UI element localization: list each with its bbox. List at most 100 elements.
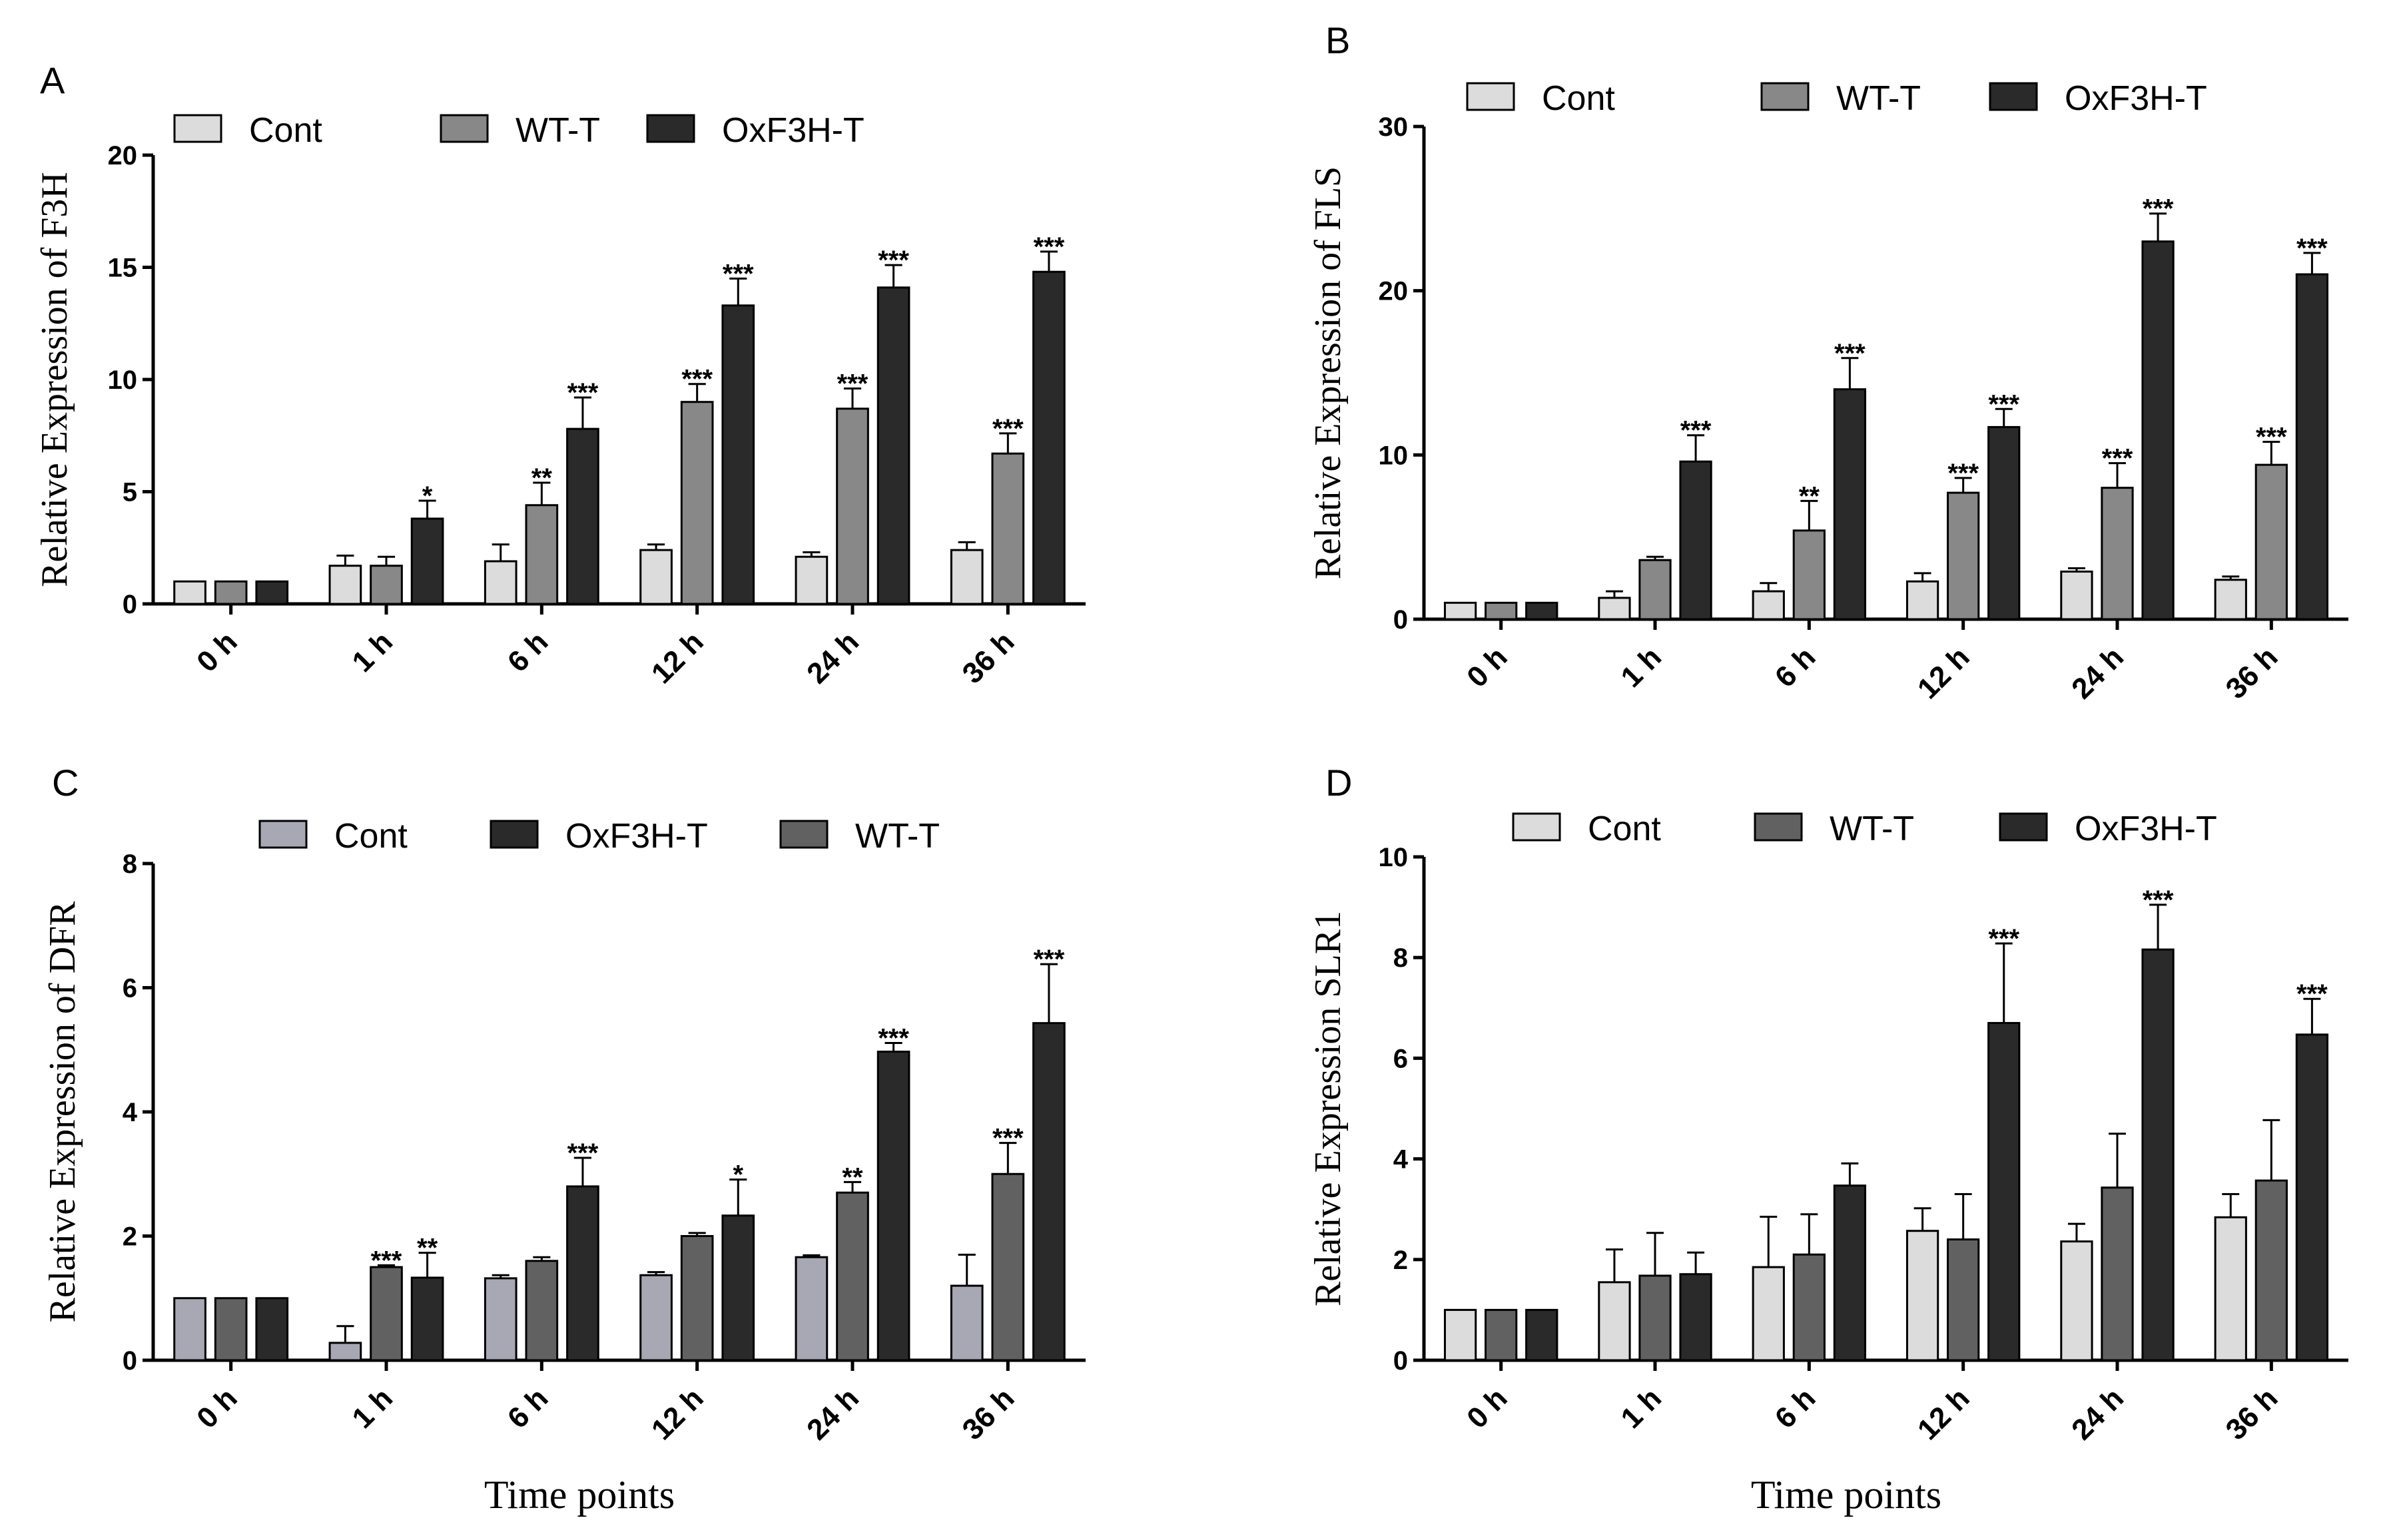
bar-cont bbox=[2060, 1240, 2093, 1362]
y-tick-label: 5 bbox=[123, 478, 137, 507]
legend-swatch-oxf3h-t bbox=[490, 820, 539, 849]
y-axis-label: Relative Expression SLR1 bbox=[1307, 911, 1349, 1306]
significance-stars: *** bbox=[992, 1124, 1024, 1153]
y-tick-label: 2 bbox=[123, 1222, 137, 1252]
significance-stars: *** bbox=[1834, 339, 1866, 368]
bar-cont bbox=[1752, 590, 1785, 621]
y-tick-label: 10 bbox=[108, 366, 138, 395]
chart-panel-a: A 0 5 10 15 20 Relative Expression of F3H 0 h 1 … bbox=[34, 59, 1086, 690]
legend-swatch-wt-t bbox=[1760, 82, 1810, 111]
x-tick-label: 0 h bbox=[190, 625, 244, 678]
bar-wt-t bbox=[370, 565, 403, 605]
bar-wt-t bbox=[214, 1297, 248, 1362]
bar-wt-t bbox=[1638, 1274, 1672, 1362]
bar-cont bbox=[950, 1284, 984, 1362]
significance-stars: *** bbox=[567, 1139, 599, 1168]
legend-label: Cont bbox=[334, 817, 408, 856]
significance-stars: *** bbox=[992, 414, 1024, 443]
bar-cont bbox=[173, 1297, 206, 1362]
legend-label: WT-T bbox=[855, 817, 940, 856]
y-tick-label: 20 bbox=[108, 141, 138, 170]
legend-swatch-cont bbox=[1466, 82, 1515, 111]
chart-panel-b: B 0 10 20 30 Relative Expression of FLS 0 h 1 h… bbox=[1307, 19, 2348, 705]
bar-oxf3h-t bbox=[1525, 601, 1558, 621]
bar-cont bbox=[328, 565, 362, 605]
significance-stars: ** bbox=[417, 1234, 438, 1263]
bar-wt-t bbox=[1485, 1308, 1518, 1362]
bar-oxf3h-t bbox=[566, 427, 599, 605]
bar-oxf3h-t bbox=[1679, 460, 1712, 621]
bar-wt-t bbox=[991, 452, 1025, 605]
x-tick-label: 12 h bbox=[1911, 1382, 1976, 1446]
bar-oxf3h-t bbox=[2295, 1033, 2329, 1362]
bar-cont bbox=[639, 1274, 673, 1362]
x-tick-label: 0 h bbox=[1461, 641, 1514, 694]
y-tick-label: 10 bbox=[1379, 843, 1409, 872]
y-tick-label: 30 bbox=[1379, 113, 1409, 142]
bar-wt-t bbox=[1638, 559, 1672, 621]
bar-cont bbox=[2214, 1216, 2247, 1362]
bar-oxf3h-t bbox=[255, 580, 289, 605]
y-tick-label: 0 bbox=[1393, 1346, 1408, 1376]
significance-stars: *** bbox=[878, 246, 909, 275]
bar-cont bbox=[1443, 601, 1477, 621]
bar-wt-t bbox=[525, 1260, 559, 1362]
bar-cont bbox=[1443, 1308, 1477, 1362]
bar-oxf3h-t bbox=[2141, 240, 2175, 621]
x-tick-label: 1 h bbox=[1614, 1382, 1668, 1435]
bar-oxf3h-t bbox=[876, 1051, 910, 1362]
legend-label: WT-T bbox=[515, 111, 600, 150]
significance-stars: *** bbox=[837, 369, 868, 398]
significance-stars: *** bbox=[2102, 444, 2133, 473]
panel-letter: C bbox=[52, 762, 79, 804]
x-tick-label: 6 h bbox=[502, 625, 555, 678]
bar-wt-t bbox=[525, 504, 559, 605]
bar-cont bbox=[2214, 579, 2247, 621]
y-tick-label: 0 bbox=[123, 1346, 137, 1376]
bar-cont bbox=[950, 549, 984, 605]
y-tick-label: 8 bbox=[1393, 943, 1408, 973]
y-tick-label: 15 bbox=[108, 254, 138, 283]
y-tick-label: 10 bbox=[1379, 441, 1409, 470]
x-tick-label: 0 h bbox=[1461, 1382, 1514, 1435]
y-axis-label: Relative Expression of F3H bbox=[34, 172, 75, 587]
bar-cont bbox=[484, 560, 517, 605]
bar-wt-t bbox=[2254, 463, 2288, 621]
bar-oxf3h-t bbox=[2295, 273, 2329, 621]
y-tick-label: 6 bbox=[1393, 1044, 1408, 1073]
significance-stars: *** bbox=[2256, 423, 2287, 452]
bar-oxf3h-t bbox=[1833, 1184, 1867, 1362]
significance-stars: * bbox=[422, 481, 433, 511]
bar-cont bbox=[639, 549, 673, 605]
bar-cont bbox=[484, 1277, 517, 1362]
y-tick-label: 2 bbox=[1393, 1246, 1408, 1275]
x-tick-label: 36 h bbox=[956, 625, 1020, 690]
y-tick-label: 8 bbox=[123, 850, 137, 879]
bar-oxf3h-t bbox=[566, 1185, 599, 1362]
x-tick-label: 24 h bbox=[2065, 1382, 2130, 1446]
bar-oxf3h-t bbox=[721, 304, 755, 605]
bar-wt-t bbox=[2101, 1186, 2134, 1362]
bar-oxf3h-t bbox=[1833, 388, 1867, 621]
y-tick-label: 0 bbox=[123, 590, 137, 619]
x-axis-label: Time points bbox=[1751, 1473, 1941, 1517]
significance-stars: *** bbox=[2296, 979, 2328, 1009]
bar-cont bbox=[795, 1256, 829, 1362]
bar-cont bbox=[173, 580, 206, 605]
legend-label: Cont bbox=[1588, 810, 1661, 848]
legend-label: OxF3H-T bbox=[2065, 79, 2207, 118]
legend-swatch-oxf3h-t bbox=[1999, 812, 2048, 842]
bar-cont bbox=[1905, 580, 1939, 621]
x-tick-label: 36 h bbox=[956, 1382, 1020, 1446]
significance-stars: ** bbox=[531, 463, 553, 493]
legend-label: OxF3H-T bbox=[722, 111, 864, 150]
panel-letter: B bbox=[1325, 19, 1350, 61]
x-tick-label: 6 h bbox=[1769, 1382, 1822, 1435]
bar-oxf3h-t bbox=[1987, 425, 2021, 621]
x-tick-label: 36 h bbox=[2219, 641, 2284, 705]
significance-stars: * bbox=[733, 1160, 743, 1190]
significance-stars: *** bbox=[723, 259, 754, 288]
bar-wt-t bbox=[2254, 1179, 2288, 1362]
bar-wt-t bbox=[836, 1191, 869, 1362]
